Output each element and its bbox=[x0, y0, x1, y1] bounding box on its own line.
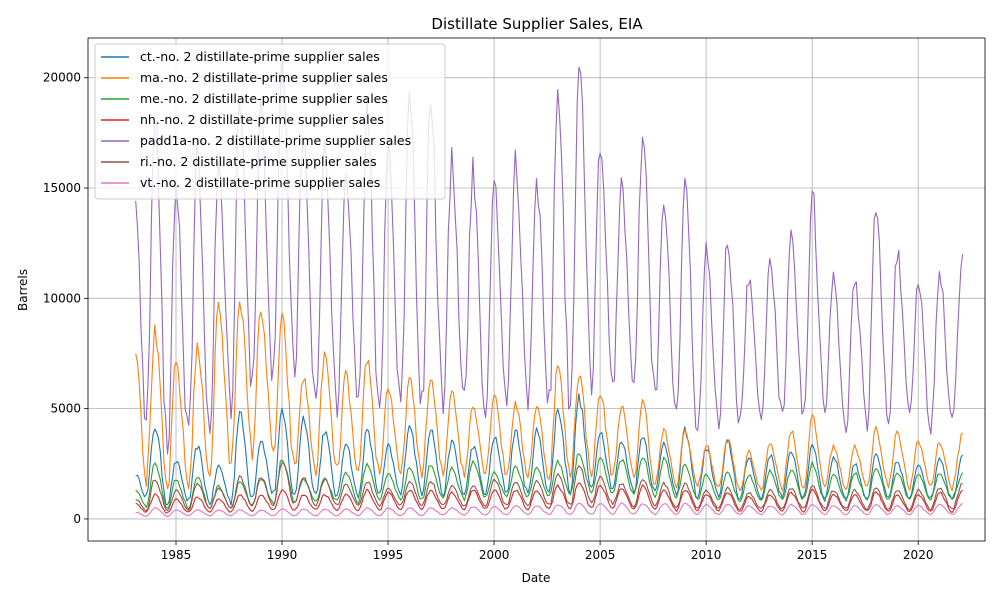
x-tick-label: 2010 bbox=[691, 548, 722, 562]
x-axis-label: Date bbox=[522, 571, 551, 585]
x-tick-label: 2020 bbox=[903, 548, 934, 562]
series-line bbox=[135, 482, 963, 514]
plot-frame bbox=[87, 37, 986, 542]
legend-label: ma.-no. 2 distillate-prime supplier sale… bbox=[140, 70, 388, 85]
series-line bbox=[135, 393, 964, 506]
x-tick-label: 1985 bbox=[161, 548, 192, 562]
x-tick-label: 2000 bbox=[479, 548, 510, 562]
y-axis-label: Barrels bbox=[16, 269, 30, 311]
x-tick-label: 1990 bbox=[267, 548, 298, 562]
x-tick-label: 1995 bbox=[373, 548, 404, 562]
y-tick-label: 20000 bbox=[43, 71, 81, 85]
series-layer bbox=[135, 48, 964, 518]
series-line bbox=[135, 462, 963, 512]
series-line bbox=[135, 502, 963, 518]
legend-label: ct.-no. 2 distillate-prime supplier sale… bbox=[140, 49, 380, 64]
legend-label: ri.-no. 2 distillate-prime supplier sale… bbox=[140, 154, 377, 169]
legend: ct.-no. 2 distillate-prime supplier sale… bbox=[94, 43, 446, 200]
y-tick-label: 10000 bbox=[43, 291, 81, 305]
series-line bbox=[135, 453, 964, 510]
legend-box bbox=[94, 43, 446, 200]
x-tick-label: 2005 bbox=[585, 548, 616, 562]
legend-label: padd1a-no. 2 distillate-prime supplier s… bbox=[140, 133, 411, 148]
y-tick-label: 5000 bbox=[50, 402, 81, 416]
legend-label: me.-no. 2 distillate-prime supplier sale… bbox=[140, 91, 388, 106]
legend-label: nh.-no. 2 distillate-prime supplier sale… bbox=[140, 112, 384, 127]
x-tick-label: 2015 bbox=[797, 548, 828, 562]
series-line bbox=[135, 48, 964, 455]
y-tick-label: 15000 bbox=[43, 181, 81, 195]
chart-title: Distillate Supplier Sales, EIA bbox=[431, 15, 643, 33]
y-axis: 0 5000 10000 15000 20000 bbox=[43, 71, 88, 526]
y-tick-label: 0 bbox=[73, 512, 81, 526]
x-axis: 1985 1990 1995 2000 2005 2010 2015 2020 bbox=[161, 541, 934, 562]
legend-label: vt.-no. 2 distillate-prime supplier sale… bbox=[140, 175, 380, 190]
series-line bbox=[135, 301, 964, 492]
